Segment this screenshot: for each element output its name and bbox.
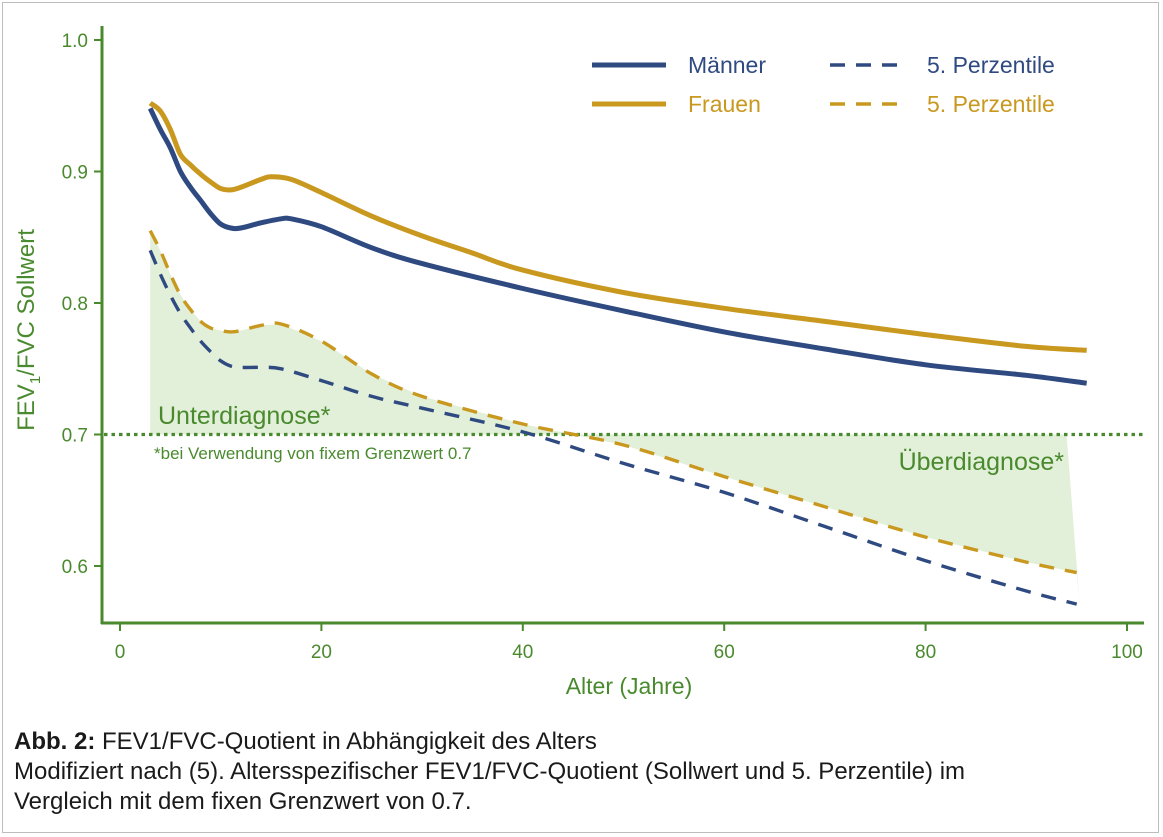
annotation-underdiagnosis: Unterdiagnose* (158, 402, 331, 430)
series-line-women-p5 (148, 229, 1078, 575)
y-tick-label: 0.7 (62, 426, 88, 447)
y-axis-label-main: FEV (13, 384, 40, 431)
caption-line-3: Vergleich mit dem fixen Grenzwert von 0.… (14, 788, 472, 815)
y-axis-label: FEV1/FVC Sollwert (13, 229, 44, 431)
shading-overdiagnosis (595, 434, 1080, 605)
shading-layer (150, 230, 1080, 605)
caption-title-line: Abb. 2: FEV1/FVC-Quotient in Abhängigkei… (14, 727, 1154, 757)
y-axis-label-sub: 1 (27, 376, 44, 384)
x-tick-label: 100 (1111, 642, 1143, 663)
x-tick-label: 40 (512, 642, 533, 663)
axes (100, 26, 1144, 625)
legend-label: 5. Perzentile (927, 91, 1055, 117)
y-tick-label: 0.8 (62, 294, 88, 315)
shading-underdiagnosis (150, 230, 596, 439)
y-tick-label: 0.9 (62, 163, 88, 184)
annotation-footnote: *bei Verwendung von fixem Grenzwert 0.7 (154, 444, 472, 463)
y-tick-label: 1.0 (62, 31, 88, 52)
figure-caption: Abb. 2: FEV1/FVC-Quotient in Abhängigkei… (14, 727, 1154, 817)
x-tick-label: 80 (915, 642, 936, 663)
x-tick-label: 60 (714, 642, 735, 663)
series-line-men-p5 (148, 249, 1078, 606)
legend-label: 5. Perzentile (927, 52, 1055, 78)
chart: 0.6 0.7 0.8 0.9 1.0 0 20 40 60 80 100 FEV1/FVC Sol… (13, 26, 1144, 699)
series-layer (147, 101, 1088, 606)
ticks: 0.6 0.7 0.8 0.9 1.0 0 20 40 60 80 100 (62, 31, 1143, 663)
legend-label: Männer (688, 52, 766, 78)
x-axis-label: Alter (Jahre) (566, 673, 693, 699)
caption-line-2: Modifiziert nach (5). Altersspezifischer… (14, 758, 966, 785)
series-line-men (147, 107, 1088, 386)
y-axis-label-rest: /FVC Sollwert (13, 229, 40, 376)
x-tick-label: 20 (311, 642, 332, 663)
y-tick-label: 0.6 (62, 557, 88, 578)
legend: Männer 5. Perzentile Frauen 5. Perzentile (592, 52, 1055, 117)
x-tick-label: 0 (115, 642, 126, 663)
caption-label: Abb. 2: (14, 728, 96, 755)
caption-title: FEV1/FVC-Quotient in Abhängigkeit des Al… (95, 728, 597, 755)
annotation-overdiagnosis: Überdiagnose* (899, 448, 1065, 476)
series-line-women (148, 101, 1087, 353)
legend-label: Frauen (688, 91, 761, 117)
